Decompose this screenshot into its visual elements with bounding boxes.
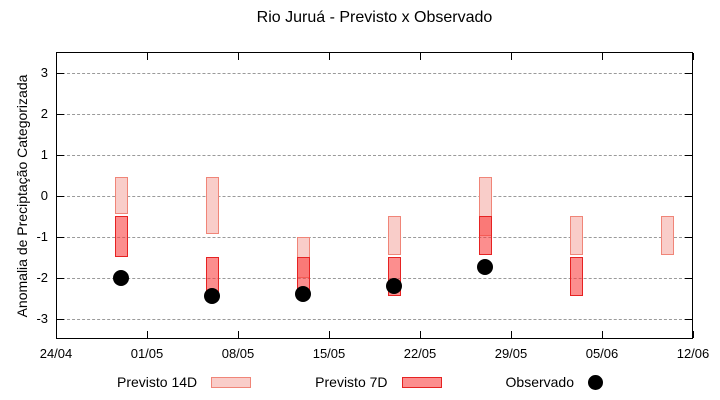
legend-label-previsto-7d: Previsto 7D — [315, 374, 388, 390]
y-tick-left — [57, 277, 64, 279]
legend-item-previsto-14d: Previsto 14D — [117, 374, 252, 390]
previsto-7d-bar — [478, 216, 492, 255]
y-tick-left — [57, 154, 64, 156]
y-tick-right — [685, 72, 692, 74]
y-tick-right — [685, 236, 692, 238]
x-tick-bottom — [602, 331, 603, 338]
x-tick-label: 12/06 — [676, 346, 710, 361]
observado-point — [386, 277, 402, 294]
y-gridline — [57, 113, 692, 115]
legend-label-previsto-14d: Previsto 14D — [117, 374, 198, 390]
x-tick-top — [693, 53, 694, 60]
y-tick-left — [57, 318, 64, 320]
observado-point — [204, 287, 220, 304]
previsto-7d-bar — [205, 257, 219, 292]
previsto-14d-swatch-icon — [211, 376, 252, 388]
x-tick-label: 29/05 — [494, 346, 528, 361]
x-tick-label: 22/05 — [403, 346, 437, 361]
previsto-7d-bar — [569, 257, 583, 296]
x-tick-bottom — [329, 331, 330, 338]
y-gridline — [57, 236, 692, 238]
y-tick-left — [57, 195, 64, 197]
x-tick-top — [56, 53, 57, 60]
legend-item-observado: Observado — [506, 374, 603, 390]
y-tick-label: 1 — [40, 146, 48, 162]
x-tick-bottom — [693, 331, 694, 338]
x-tick-label: 15/05 — [312, 346, 346, 361]
legend: Previsto 14D Previsto 7D Observado — [0, 368, 720, 396]
legend-item-previsto-7d: Previsto 7D — [315, 374, 442, 390]
y-gridline — [57, 318, 692, 320]
observado-point — [295, 285, 311, 302]
previsto-14d-bar — [114, 177, 128, 214]
x-tick-bottom — [147, 331, 148, 338]
x-tick-top — [147, 53, 148, 60]
y-gridline — [57, 195, 692, 197]
y-tick-right — [685, 154, 692, 156]
y-tick-right — [685, 113, 692, 115]
chart-title: Rio Juruá - Previsto x Observado — [256, 9, 493, 26]
x-tick-top — [238, 53, 239, 60]
x-tick-bottom — [238, 331, 239, 338]
y-tick-right — [685, 195, 692, 197]
x-tick-bottom — [420, 331, 421, 338]
x-tick-bottom — [56, 331, 57, 338]
x-tick-label: 01/05 — [130, 346, 164, 361]
previsto-7d-bar — [114, 216, 128, 257]
y-tick-left — [57, 72, 64, 74]
y-tick-label: -3 — [36, 310, 48, 326]
y-gridline — [57, 277, 692, 279]
previsto-7d-swatch-icon — [401, 376, 442, 388]
previsto-14d-bar — [569, 216, 583, 255]
y-tick-right — [685, 318, 692, 320]
x-tick-label: 08/05 — [221, 346, 255, 361]
observado-point — [477, 259, 493, 276]
y-tick-left — [57, 236, 64, 238]
plot-area — [56, 52, 693, 339]
y-tick-label: -1 — [36, 228, 48, 244]
legend-label-observado: Observado — [505, 374, 574, 390]
y-gridline — [57, 72, 692, 74]
y-tick-left — [57, 113, 64, 115]
x-tick-top — [420, 53, 421, 60]
previsto-14d-bar — [387, 216, 401, 255]
previsto-14d-bar — [205, 177, 219, 235]
x-tick-label: 24/04 — [39, 346, 73, 361]
y-tick-right — [685, 277, 692, 279]
observado-dot-icon — [588, 374, 603, 390]
y-tick-label: 3 — [40, 64, 48, 80]
x-tick-top — [511, 53, 512, 60]
previsto-7d-bar — [296, 257, 310, 290]
observado-point — [113, 269, 129, 286]
x-tick-top — [329, 53, 330, 60]
x-tick-bottom — [511, 331, 512, 338]
y-gridline — [57, 154, 692, 156]
x-tick-label: 05/06 — [585, 346, 619, 361]
previsto-14d-bar — [660, 216, 674, 255]
y-tick-label: 0 — [40, 187, 48, 203]
y-tick-label: -2 — [36, 269, 48, 285]
y-tick-label: 2 — [40, 105, 48, 121]
x-tick-top — [602, 53, 603, 60]
